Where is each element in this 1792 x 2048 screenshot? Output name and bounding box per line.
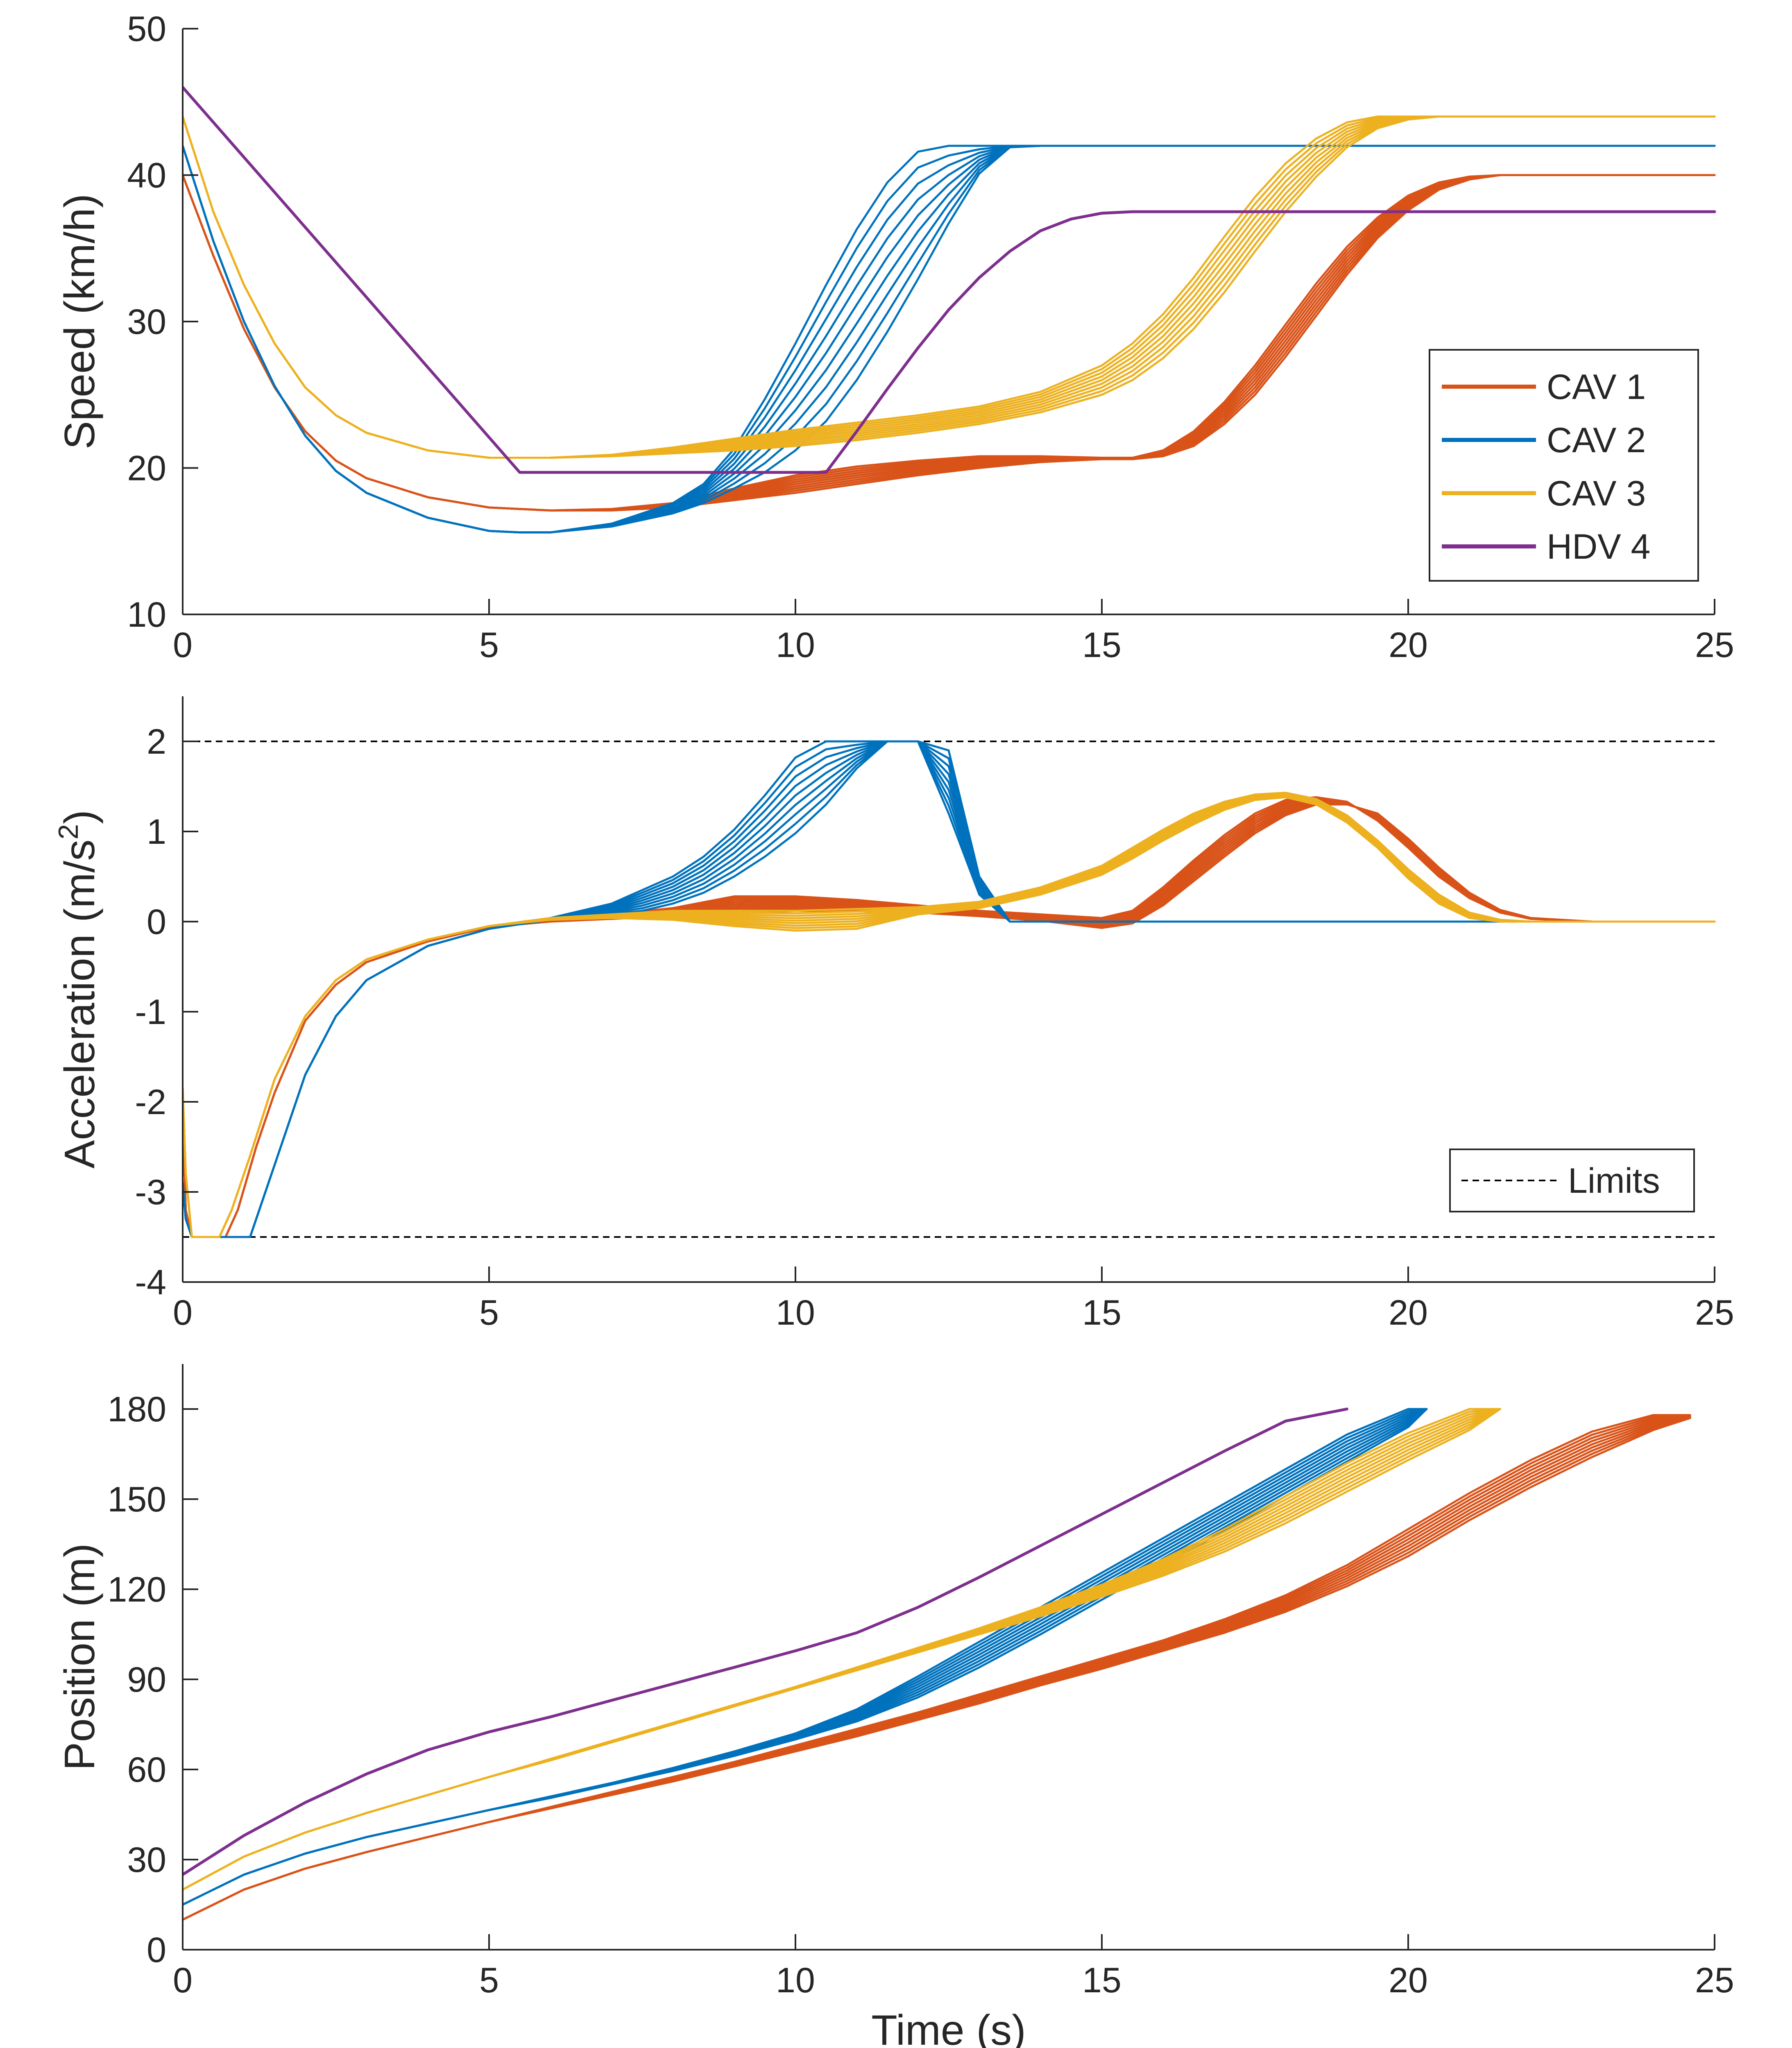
position-cav-3-line-8: [183, 1408, 1501, 1891]
legend-label-cav-3: CAV 3: [1547, 474, 1646, 513]
position-cav-2-line-7: [183, 1408, 1428, 1906]
acceleration-x-tick-label: 0: [173, 1293, 193, 1332]
position-x-axis-label: Time (s): [871, 2007, 1026, 2048]
position-x-tick-label: 5: [479, 1961, 499, 2000]
speed-cav-2-line-9: [183, 145, 1716, 534]
acceleration-x-tick-label: 20: [1389, 1293, 1428, 1332]
position-y-tick-label: 90: [127, 1660, 166, 1699]
acceleration-x-tick-label: 10: [776, 1293, 815, 1332]
position-cav-2-line-5: [183, 1408, 1428, 1906]
position-cav-3-line-5: [183, 1408, 1501, 1891]
acceleration-y-axis-label-main: Acceleration (m/s: [56, 840, 104, 1169]
position-cav-2-line-8: [183, 1408, 1428, 1906]
acceleration-x-tick-label: 5: [479, 1293, 499, 1332]
position-cav-3-line-2: [183, 1408, 1501, 1891]
acceleration-cav-3-line-9: [183, 791, 1716, 1238]
acceleration-cav-2-line-9: [183, 740, 1716, 1238]
speed-y-tick-label: 20: [127, 449, 166, 488]
position-cav-3-line-4: [183, 1408, 1501, 1891]
position-cav-2-line-6: [183, 1408, 1428, 1906]
position-cav-3-line-7: [183, 1408, 1501, 1891]
acceleration-legend-box: [1449, 1149, 1695, 1212]
speed-y-tick-label: 40: [127, 156, 166, 195]
acceleration-y-tick-label: -2: [135, 1083, 166, 1122]
position-x-tick-label: 10: [776, 1961, 815, 2000]
acceleration-y-tick-label: -4: [135, 1263, 166, 1302]
speed-x-tick-label: 5: [479, 625, 499, 665]
acceleration-y-tick-label: 0: [147, 902, 166, 942]
speed-hdv-4-line: [183, 86, 1716, 474]
legend-label-cav-2: CAV 2: [1547, 421, 1646, 460]
position-x-tick-label: 20: [1389, 1961, 1428, 2000]
acceleration-legend: Limits: [1449, 1149, 1695, 1212]
legend-label-limits: Limits: [1568, 1161, 1660, 1201]
speed-x-tick-label: 0: [173, 625, 193, 665]
acceleration-x-tick-label: 15: [1082, 1293, 1121, 1332]
speed-x-tick-label: 10: [776, 625, 815, 665]
speed-x-tick-label: 20: [1389, 625, 1428, 665]
position-x-tick-label: 25: [1695, 1961, 1734, 2000]
position-cav-2-line-4: [183, 1408, 1428, 1906]
position-plot-area: [183, 1407, 1691, 1921]
acceleration-plot-area: [183, 740, 1716, 1238]
position-y-tick-label: 30: [127, 1840, 166, 1880]
speed-cav-3-line-9: [183, 116, 1716, 459]
speed-y-axis-label: Speed (km/h): [56, 194, 104, 449]
acceleration-cav-1-line-9: [183, 796, 1716, 1238]
position-cav-1-line-9: [183, 1414, 1691, 1921]
speed-cav-1-line-9: [183, 174, 1716, 512]
position-y-tick-label: 180: [108, 1390, 167, 1429]
speed-y-tick-label: 10: [127, 595, 166, 634]
speed-legend: CAV 1 CAV 2 CAV 3 HDV 4: [1429, 349, 1699, 582]
acceleration-y-axis-label-superscript: 2: [53, 824, 84, 840]
position-cav-2-line-1: [183, 1408, 1428, 1906]
position-cav-3-line-6: [183, 1408, 1501, 1891]
position-y-tick-label: 150: [108, 1480, 167, 1519]
speed-plot-area: [183, 86, 1716, 534]
position-cav-3-line-1: [183, 1408, 1501, 1891]
position-cav-3-line-9: [183, 1408, 1501, 1891]
position-y-tick-label: 120: [108, 1570, 167, 1609]
position-x-tick-label: 0: [173, 1961, 193, 2000]
position-cav-2-line-3: [183, 1408, 1428, 1906]
speed-x-tick-label: 25: [1695, 625, 1734, 665]
position-y-tick-label: 60: [127, 1750, 166, 1790]
acceleration-y-axis-label: Acceleration (m/s2): [53, 810, 104, 1169]
position-x-tick-label: 15: [1082, 1961, 1121, 2000]
position-hdv-4-line: [183, 1407, 1348, 1876]
position-y-tick-label: 0: [147, 1930, 166, 1970]
position-cav-2-line-2: [183, 1408, 1428, 1906]
speed-y-tick-label: 30: [127, 302, 166, 342]
position-panel: 0 5 10 15 20 25 0 30 60 90 120 150 180 Position (m) Ti…: [56, 1364, 1734, 2048]
acceleration-y-tick-label: 2: [147, 722, 166, 761]
position-cav-3-line-3: [183, 1408, 1501, 1891]
legend-label-cav-1: CAV 1: [1547, 367, 1646, 407]
acceleration-y-tick-label: -1: [135, 992, 166, 1032]
position-y-axis-label: Position (m): [56, 1543, 104, 1771]
legend-label-hdv-4: HDV 4: [1547, 527, 1650, 566]
position-cav-2-line-9: [183, 1408, 1428, 1906]
acceleration-x-tick-label: 25: [1695, 1293, 1734, 1332]
speed-x-tick-label: 15: [1082, 625, 1121, 665]
acceleration-y-tick-label: -3: [135, 1173, 166, 1212]
acceleration-y-axis-label-suffix: ): [56, 810, 104, 824]
position-cav-1-line-8: [183, 1414, 1691, 1921]
acceleration-y-tick-label: 1: [147, 812, 166, 852]
speed-y-tick-label: 50: [127, 9, 166, 49]
